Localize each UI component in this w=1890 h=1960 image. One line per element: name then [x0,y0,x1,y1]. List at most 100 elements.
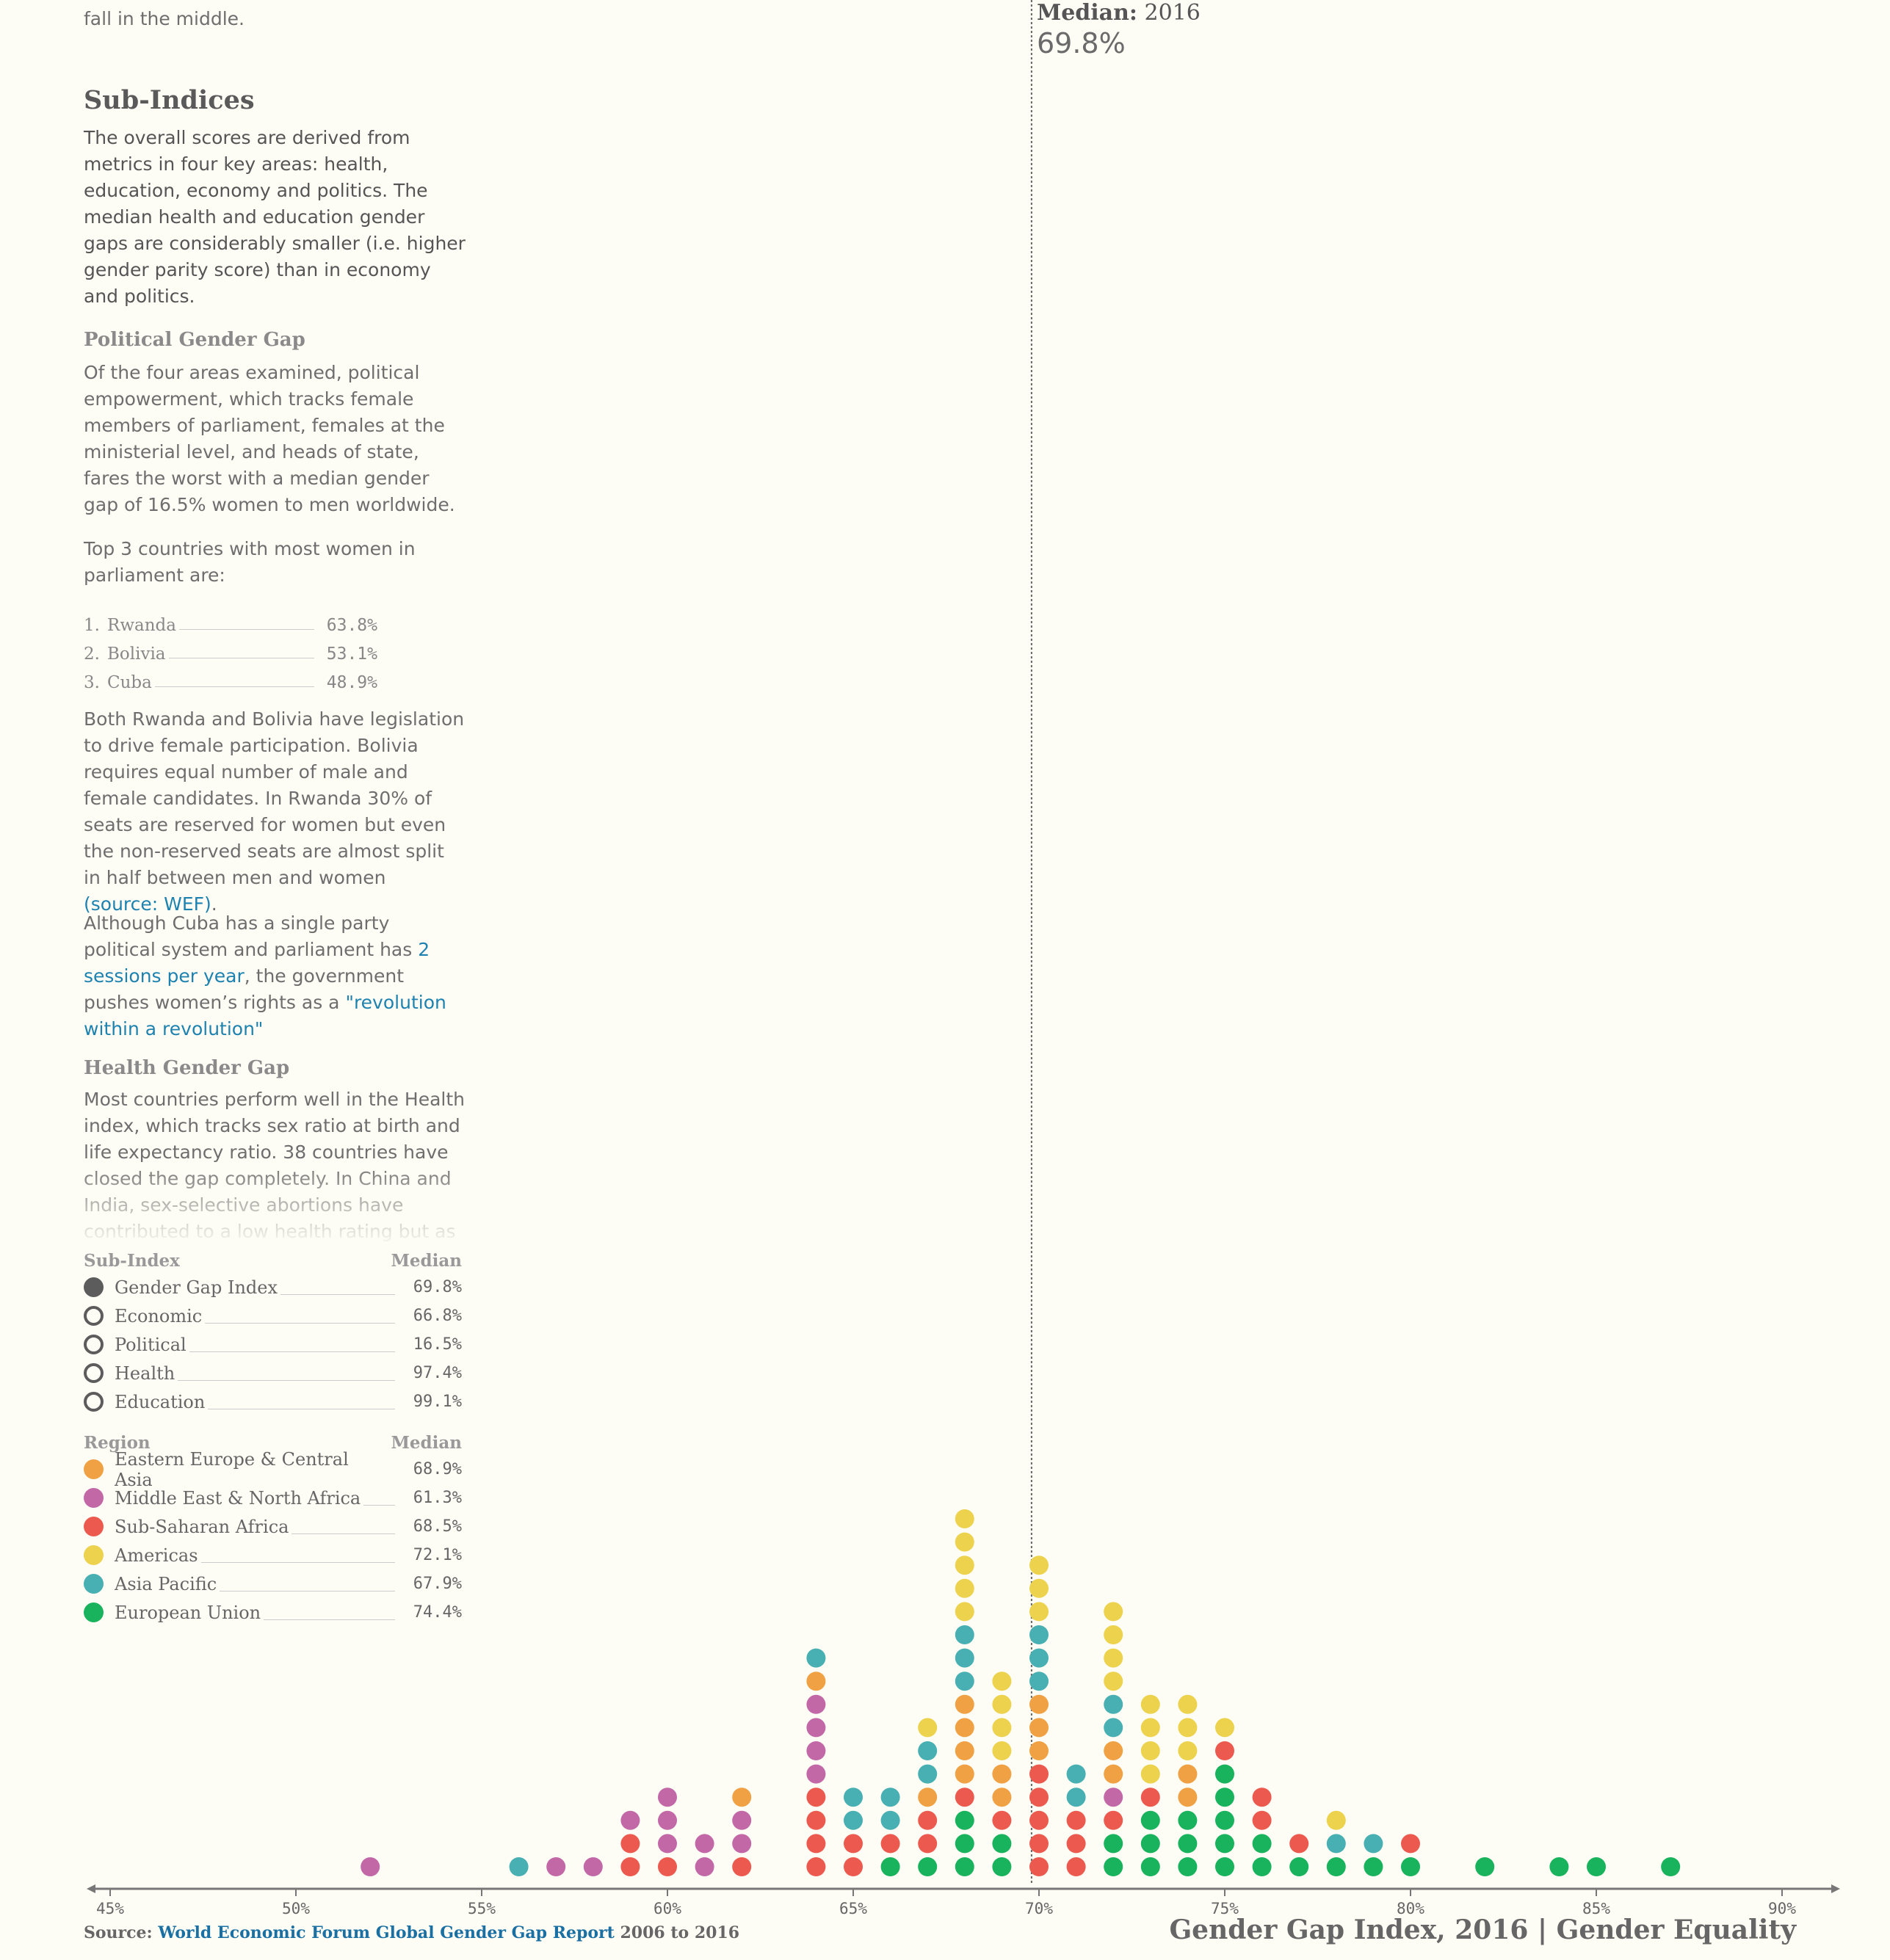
data-dot[interactable] [1587,1857,1606,1876]
data-dot[interactable] [880,1810,900,1830]
data-dot[interactable] [1178,1857,1198,1876]
data-dot[interactable] [992,1672,1012,1691]
data-dot[interactable] [992,1787,1012,1807]
data-dot[interactable] [1029,1741,1049,1760]
data-dot[interactable] [1029,1556,1049,1575]
source-report-link[interactable]: World Economic Forum Global Gender Gap R… [158,1923,615,1942]
data-dot[interactable] [1066,1810,1086,1830]
data-dot[interactable] [620,1857,640,1876]
data-dot[interactable] [732,1787,752,1807]
data-dot[interactable] [806,1810,826,1830]
data-dot[interactable] [992,1764,1012,1784]
data-dot[interactable] [918,1718,938,1738]
data-dot[interactable] [1029,1672,1049,1691]
data-dot[interactable] [955,1578,974,1598]
data-dot[interactable] [1364,1857,1383,1876]
data-dot[interactable] [1252,1810,1272,1830]
data-dot[interactable] [620,1810,640,1830]
data-dot[interactable] [955,1718,974,1738]
data-dot[interactable] [918,1741,938,1760]
data-dot[interactable] [361,1857,380,1876]
data-dot[interactable] [955,1694,974,1714]
data-dot[interactable] [955,1625,974,1644]
data-dot[interactable] [1401,1857,1420,1876]
data-dot[interactable] [1326,1810,1346,1830]
data-dot[interactable] [1029,1602,1049,1622]
source-wef-link[interactable]: (source: WEF) [84,893,211,915]
data-dot[interactable] [880,1857,900,1876]
data-dot[interactable] [658,1787,677,1807]
data-dot[interactable] [1215,1787,1234,1807]
data-dot[interactable] [1029,1648,1049,1668]
data-dot[interactable] [1215,1857,1234,1876]
data-dot[interactable] [992,1694,1012,1714]
data-dot[interactable] [880,1787,900,1807]
data-dot[interactable] [844,1810,863,1830]
region-item[interactable]: Asia Pacific 67.9% [84,1569,462,1598]
data-dot[interactable] [918,1764,938,1784]
data-dot[interactable] [806,1787,826,1807]
data-dot[interactable] [620,1834,640,1854]
data-dot[interactable] [1252,1787,1272,1807]
data-dot[interactable] [1178,1694,1198,1714]
data-dot[interactable] [658,1810,677,1830]
data-dot[interactable] [955,1834,974,1854]
data-dot[interactable] [806,1718,826,1738]
data-dot[interactable] [1549,1857,1569,1876]
subindex-item[interactable]: Health 97.4% [84,1359,462,1387]
sessions-link[interactable]: 2 sessions per year [84,939,430,987]
data-dot[interactable] [1104,1648,1123,1668]
data-dot[interactable] [1178,1764,1198,1784]
data-dot[interactable] [1215,1764,1234,1784]
data-dot[interactable] [1178,1834,1198,1854]
data-dot[interactable] [1289,1834,1309,1854]
subindex-item[interactable]: Gender Gap Index 69.8% [84,1273,462,1302]
data-dot[interactable] [583,1857,603,1876]
data-dot[interactable] [1140,1718,1160,1738]
data-dot[interactable] [918,1810,938,1830]
data-dot[interactable] [1140,1741,1160,1760]
data-dot[interactable] [1029,1718,1049,1738]
data-dot[interactable] [844,1834,863,1854]
data-dot[interactable] [1104,1810,1123,1830]
data-dot[interactable] [844,1857,863,1876]
data-dot[interactable] [1178,1718,1198,1738]
data-dot[interactable] [1104,1764,1123,1784]
data-dot[interactable] [1104,1741,1123,1760]
data-dot[interactable] [1364,1834,1383,1854]
data-dot[interactable] [806,1857,826,1876]
data-dot[interactable] [918,1834,938,1854]
data-dot[interactable] [1104,1857,1123,1876]
data-dot[interactable] [955,1741,974,1760]
data-dot[interactable] [1215,1718,1234,1738]
data-dot[interactable] [1140,1834,1160,1854]
data-dot[interactable] [1104,1718,1123,1738]
data-dot[interactable] [806,1672,826,1691]
data-dot[interactable] [1140,1810,1160,1830]
data-dot[interactable] [1066,1857,1086,1876]
data-dot[interactable] [992,1857,1012,1876]
data-dot[interactable] [992,1834,1012,1854]
data-dot[interactable] [1252,1834,1272,1854]
data-dot[interactable] [1178,1741,1198,1760]
data-dot[interactable] [992,1741,1012,1760]
data-dot[interactable] [732,1834,752,1854]
data-dot[interactable] [695,1857,714,1876]
data-dot[interactable] [1178,1787,1198,1807]
data-dot[interactable] [918,1787,938,1807]
data-dot[interactable] [880,1834,900,1854]
data-dot[interactable] [955,1556,974,1575]
region-item[interactable]: Sub-Saharan Africa 68.5% [84,1512,462,1541]
data-dot[interactable] [955,1672,974,1691]
data-dot[interactable] [695,1834,714,1854]
data-dot[interactable] [1475,1857,1495,1876]
data-dot[interactable] [1140,1787,1160,1807]
data-dot[interactable] [509,1857,529,1876]
data-dot[interactable] [955,1648,974,1668]
data-dot[interactable] [1104,1834,1123,1854]
data-dot[interactable] [1104,1625,1123,1644]
data-dot[interactable] [806,1741,826,1760]
data-dot[interactable] [1029,1764,1049,1784]
data-dot[interactable] [955,1787,974,1807]
data-dot[interactable] [1140,1764,1160,1784]
